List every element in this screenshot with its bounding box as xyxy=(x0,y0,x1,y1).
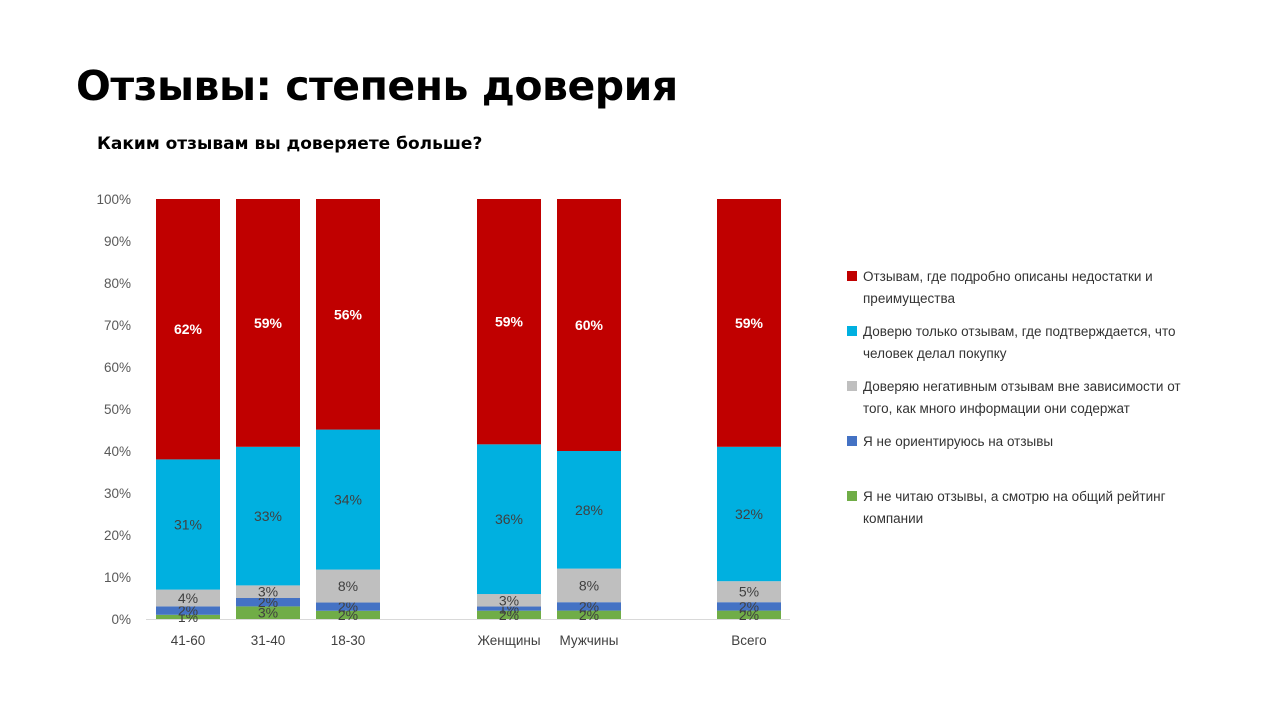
bar-segment xyxy=(557,568,621,603)
legend-label: Отзывам, где подробно описаны недостатки… xyxy=(863,269,1153,306)
y-tick-label: 30% xyxy=(104,486,131,501)
data-label: 62% xyxy=(174,321,203,337)
y-tick-label: 70% xyxy=(104,318,131,333)
x-category-label: Женщины xyxy=(477,633,540,648)
data-label: 59% xyxy=(495,314,524,330)
x-category-label: Мужчины xyxy=(560,633,619,648)
data-label: 2% xyxy=(739,607,759,623)
bar-segment xyxy=(316,429,380,570)
y-tick-label: 0% xyxy=(111,612,131,627)
data-label: 33% xyxy=(254,508,282,524)
data-label: 59% xyxy=(735,315,764,331)
legend-label: Я не ориентируюсь на отзывы xyxy=(863,434,1054,449)
data-label: 28% xyxy=(575,502,603,518)
bar-segment xyxy=(557,610,621,619)
data-label: 2% xyxy=(579,598,599,614)
bar-segment xyxy=(316,602,380,611)
y-tick-label: 80% xyxy=(104,276,131,291)
data-label: 2% xyxy=(258,594,278,610)
bar-segment xyxy=(316,569,380,603)
y-tick-label: 60% xyxy=(104,360,131,375)
data-label: 8% xyxy=(579,577,599,593)
legend-swatch xyxy=(847,271,857,281)
bar-segment xyxy=(717,602,781,611)
bar-segment xyxy=(477,594,541,607)
legend-item: Доверяю негативным отзывам вне зависимос… xyxy=(847,376,1203,420)
data-label: 32% xyxy=(735,506,763,522)
bar-segment xyxy=(236,199,300,447)
y-tick-label: 90% xyxy=(104,234,131,249)
data-label: 36% xyxy=(495,511,523,527)
data-label: 3% xyxy=(499,592,519,608)
y-tick-label: 10% xyxy=(104,570,131,585)
legend-label: Я не читаю отзывы, а смотрю на общий рей… xyxy=(863,489,1166,526)
bar-segment xyxy=(236,585,300,598)
bar-segment xyxy=(717,581,781,603)
data-label: 2% xyxy=(579,607,599,623)
bar-segment xyxy=(156,606,220,615)
legend-swatch xyxy=(847,381,857,391)
data-label: 2% xyxy=(178,603,198,619)
data-label: 3% xyxy=(258,605,278,621)
data-label: 2% xyxy=(338,607,358,623)
x-category-label: 18-30 xyxy=(331,633,366,648)
bar-segment xyxy=(477,610,541,619)
y-tick-label: 100% xyxy=(96,192,131,207)
legend-label: Доверяю негативным отзывам вне зависимос… xyxy=(863,379,1181,416)
data-label: 34% xyxy=(334,492,362,508)
bar-segment xyxy=(156,459,220,590)
data-label: 4% xyxy=(178,590,198,606)
bar-segment xyxy=(557,199,621,451)
data-label: 31% xyxy=(174,517,202,533)
bar-segment xyxy=(717,446,781,582)
data-label: 2% xyxy=(338,599,358,615)
legend-swatch xyxy=(847,326,857,336)
bar-segment xyxy=(236,446,300,586)
bar-segment xyxy=(557,602,621,611)
data-label: 2% xyxy=(499,607,519,623)
data-label: 8% xyxy=(338,578,358,594)
bar-segment xyxy=(156,614,220,619)
stacked-bar-chart: 0%10%20%30%40%50%60%70%80%90%100%1%2%4%3… xyxy=(96,192,790,648)
bar-segment xyxy=(156,199,220,460)
legend-item: Доверю только отзывам, где подтверждаетс… xyxy=(847,321,1203,365)
x-category-label: Всего xyxy=(731,633,766,648)
bar-segment xyxy=(477,444,541,595)
bar-segment xyxy=(557,451,621,569)
legend-label: Доверю только отзывам, где подтверждаетс… xyxy=(863,324,1176,361)
data-label: 60% xyxy=(575,317,604,333)
y-tick-label: 20% xyxy=(104,528,131,543)
bar-segment xyxy=(717,610,781,619)
data-label: 5% xyxy=(739,584,759,600)
data-label: 3% xyxy=(258,584,278,600)
legend-item: Я не читаю отзывы, а смотрю на общий рей… xyxy=(847,486,1203,530)
chart-question: Каким отзывам вы доверяете больше? xyxy=(97,134,483,154)
bar-segment xyxy=(477,606,541,611)
data-label: 56% xyxy=(334,306,363,322)
y-tick-label: 50% xyxy=(104,402,131,417)
slide-title: Отзывы: степень доверия xyxy=(76,62,678,110)
bar-segment xyxy=(717,199,781,447)
bar-segment xyxy=(316,610,380,619)
legend-item: Я не ориентируюсь на отзывы xyxy=(847,431,1203,453)
x-category-label: 41-60 xyxy=(171,633,206,648)
data-label: 59% xyxy=(254,315,283,331)
bar-segment xyxy=(236,606,300,619)
legend-item: Отзывам, где подробно описаны недостатки… xyxy=(847,266,1203,310)
data-label: 2% xyxy=(739,598,759,614)
bar-segment xyxy=(236,598,300,607)
bar-segment xyxy=(156,589,220,607)
y-tick-label: 40% xyxy=(104,444,131,459)
x-category-label: 31-40 xyxy=(251,633,286,648)
legend-swatch xyxy=(847,436,857,446)
legend-swatch xyxy=(847,491,857,501)
bar-segment xyxy=(316,199,380,430)
bar-segment xyxy=(477,199,541,445)
